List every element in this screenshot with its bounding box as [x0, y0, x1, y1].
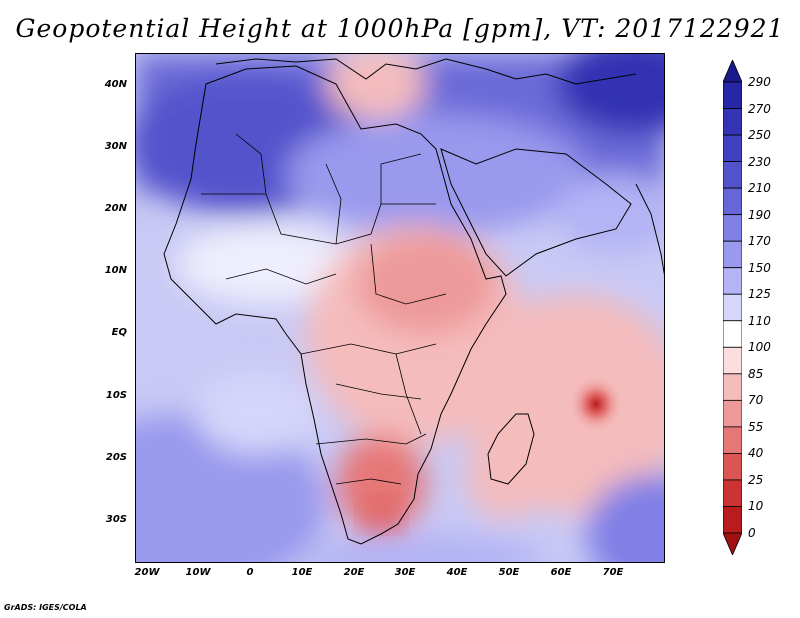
- colorbar-segment: [723, 479, 742, 507]
- colorbar-level-label: 290: [748, 75, 771, 89]
- lat-label-30s: 30S: [105, 514, 127, 525]
- colorbar-level-label: 25: [748, 472, 764, 487]
- lat-label-20n: 20N: [104, 203, 127, 214]
- east-africa-border: [395, 353, 422, 435]
- colorbar-segments: [723, 60, 742, 555]
- country-borders: [201, 133, 447, 485]
- colorbar-level-label: 40: [748, 446, 764, 461]
- libya-border: [325, 163, 342, 245]
- zambia-border: [315, 433, 427, 445]
- lon-label-30e: 30E: [394, 567, 416, 578]
- asian-high: [556, 54, 664, 134]
- coastlines: [163, 58, 664, 545]
- egypt-border: [380, 153, 422, 204]
- lat-label-30n: 30N: [104, 141, 127, 152]
- colorbar-level-label: 210: [748, 181, 771, 196]
- colorbar-level-label: 10: [748, 499, 764, 514]
- colorbar: [723, 60, 742, 555]
- lon-label-20w: 20W: [134, 567, 160, 578]
- colorbar-level-label: 230: [748, 154, 771, 169]
- lon-label-40e: 40E: [446, 567, 468, 578]
- colorbar-level-label: 70: [748, 393, 764, 408]
- colorbar-level-label: 170: [748, 234, 771, 249]
- lon-label-60e: 60E: [550, 567, 572, 578]
- africa-coastline: [163, 65, 507, 545]
- colorbar-level-label: 85: [748, 366, 764, 381]
- colorbar-level-label: 110: [748, 313, 771, 328]
- credit-text: GrADS: IGES/COLA: [4, 603, 87, 612]
- colorbar-segment: [723, 267, 742, 295]
- colorbar-level-label: 100: [748, 340, 771, 355]
- gulf-of-guinea-field: [196, 374, 316, 454]
- lon-label-10e: 10E: [291, 567, 313, 578]
- botswana-border: [335, 478, 402, 485]
- lat-label-10n: 10N: [104, 265, 127, 276]
- arabian-peninsula-coastline: [440, 148, 632, 277]
- arabian-high: [286, 114, 586, 234]
- colorbar-segment: [723, 161, 742, 189]
- colorbar-level-label: 270: [748, 101, 771, 116]
- colorbar-segment: [723, 373, 742, 401]
- map-title: Geopotential Height at 1000hPa [gpm], VT…: [15, 14, 785, 43]
- indian-high: [556, 174, 664, 254]
- colorbar-segment: [723, 134, 742, 162]
- lat-label-eq: EQ: [111, 327, 127, 338]
- congo-border: [300, 343, 437, 355]
- southern-indian-high: [586, 474, 664, 562]
- lat-label-10s: 10S: [105, 390, 127, 401]
- sudan-low: [356, 234, 496, 334]
- lon-label-0: 0: [246, 567, 254, 578]
- lon-label-50e: 50E: [498, 567, 520, 578]
- colorbar-segment: [723, 81, 742, 109]
- lon-label-70e: 70E: [602, 567, 624, 578]
- sahel-border: [225, 268, 337, 285]
- colorbar-level-label: 150: [748, 260, 771, 275]
- madagascar-coastline: [487, 413, 535, 485]
- colorbar-segment: [723, 187, 742, 216]
- lon-label-20e: 20E: [343, 567, 365, 578]
- lat-label-40n: 40N: [104, 79, 127, 90]
- algeria-border: [235, 133, 267, 195]
- colorbar-top-arrow: [723, 60, 742, 83]
- lat-label-20s: 20S: [105, 452, 127, 463]
- colorbar-segment: [723, 453, 742, 481]
- cyclone-low-center: [568, 374, 624, 434]
- lon-label-10w: 10W: [185, 567, 211, 578]
- colorbar-level-label: 250: [748, 128, 771, 143]
- sudan-border: [370, 243, 447, 305]
- map-panel: [135, 53, 665, 563]
- west-africa-field: [176, 224, 356, 304]
- colorbar-segment: [723, 240, 742, 269]
- colorbar-level-label: 55: [748, 419, 764, 434]
- mediterranean-low: [326, 54, 426, 119]
- colorbar-segment: [723, 399, 742, 428]
- colorbar-segment: [723, 214, 742, 242]
- colorbar-level-label: 0: [748, 526, 756, 540]
- colorbar-segment: [723, 346, 742, 375]
- colorbar-segment: [723, 108, 742, 136]
- colorbar-level-label: 190: [748, 207, 771, 222]
- geopotential-height-map: [136, 54, 664, 562]
- india-coastline: [635, 183, 664, 276]
- southern-africa-low: [336, 434, 426, 534]
- europe-coastline: [215, 58, 637, 85]
- madagascar-low: [466, 429, 546, 519]
- colorbar-bottom-arrow: [723, 532, 742, 555]
- colorbar-segment: [723, 506, 742, 534]
- south-africa-core: [361, 498, 401, 530]
- colorbar-segment: [723, 293, 742, 322]
- colorbar-level-label: 125: [748, 287, 771, 302]
- height-field: [136, 54, 664, 562]
- colorbar-segment: [723, 426, 742, 454]
- colorbar-segment: [723, 320, 742, 348]
